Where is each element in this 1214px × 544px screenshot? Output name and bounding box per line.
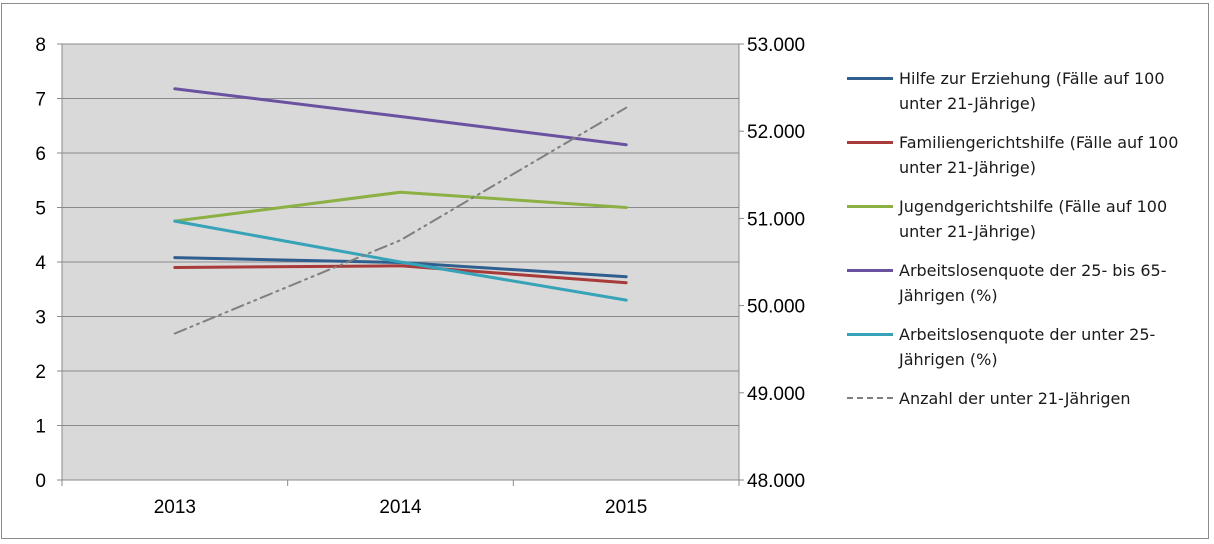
legend-swatch xyxy=(847,77,893,80)
legend-swatch xyxy=(847,333,893,336)
x-axis-category-label: 2015 xyxy=(605,497,647,518)
x-axis-category-label: 2014 xyxy=(379,497,422,518)
legend-item: Arbeitslosenquote der unter 25-Jährigen … xyxy=(847,322,1192,372)
right-axis-tick-label: 48.000 xyxy=(747,471,805,492)
left-axis-tick-label: 5 xyxy=(35,199,46,220)
left-axis-tick-label: 6 xyxy=(35,144,46,165)
legend-swatch xyxy=(847,205,893,208)
right-axis-tick-label: 49.000 xyxy=(747,384,805,405)
left-axis-tick-label: 7 xyxy=(35,90,46,111)
left-axis-tick-label: 0 xyxy=(35,471,46,492)
right-axis-tick-label: 50.000 xyxy=(747,297,805,318)
left-axis-tick-label: 3 xyxy=(35,308,46,329)
legend-swatch xyxy=(847,397,893,399)
series-line-3 xyxy=(173,190,628,223)
legend-item: Arbeitslosenquote der 25- bis 65-Jährige… xyxy=(847,258,1192,308)
legend-label: Anzahl der unter 21-Jährigen xyxy=(899,389,1131,408)
left-axis-tick-label: 8 xyxy=(35,35,46,56)
legend-item: Hilfe zur Erziehung (Fälle auf 100 unter… xyxy=(847,66,1192,116)
legend-item: Familiengerichtshilfe (Fälle auf 100 unt… xyxy=(847,130,1192,180)
series-line-2 xyxy=(173,264,628,285)
legend-swatch xyxy=(847,269,893,272)
legend: Hilfe zur Erziehung (Fälle auf 100 unter… xyxy=(847,66,1192,425)
right-axis-tick-label: 51.000 xyxy=(747,209,805,230)
left-axis-tick-label: 2 xyxy=(35,362,46,383)
right-axis-tick-label: 53.000 xyxy=(747,35,805,56)
legend-label: Hilfe zur Erziehung (Fälle auf 100 unter… xyxy=(899,69,1165,113)
legend-item: Anzahl der unter 21-Jährigen xyxy=(847,386,1192,411)
chart-frame: 0 1 2 3 4 5 6 7 8 48.000 49.000 50.000 51.000 52.000 5… xyxy=(1,3,1209,539)
line-chart: 0 1 2 3 4 5 6 7 8 48.000 49.000 50.000 51.000 52.000 5… xyxy=(35,35,805,518)
left-axis-tick-label: 1 xyxy=(35,417,46,438)
legend-label: Familiengerichtshilfe (Fälle auf 100 unt… xyxy=(899,133,1179,177)
right-axis-tick-label: 52.000 xyxy=(747,122,805,143)
series-line-4 xyxy=(173,87,628,147)
legend-item: Jugendgerichtshilfe (Fälle auf 100 unter… xyxy=(847,194,1192,244)
left-axis-tick-label: 4 xyxy=(35,253,46,274)
legend-label: Arbeitslosenquote der unter 25-Jährigen … xyxy=(899,325,1156,369)
legend-label: Arbeitslosenquote der 25- bis 65-Jährige… xyxy=(899,261,1167,305)
legend-label: Jugendgerichtshilfe (Fälle auf 100 unter… xyxy=(899,197,1168,241)
series-line-5 xyxy=(173,219,628,302)
x-axis-category-label: 2013 xyxy=(154,497,196,518)
legend-swatch xyxy=(847,141,893,144)
series-line-6 xyxy=(173,106,628,335)
